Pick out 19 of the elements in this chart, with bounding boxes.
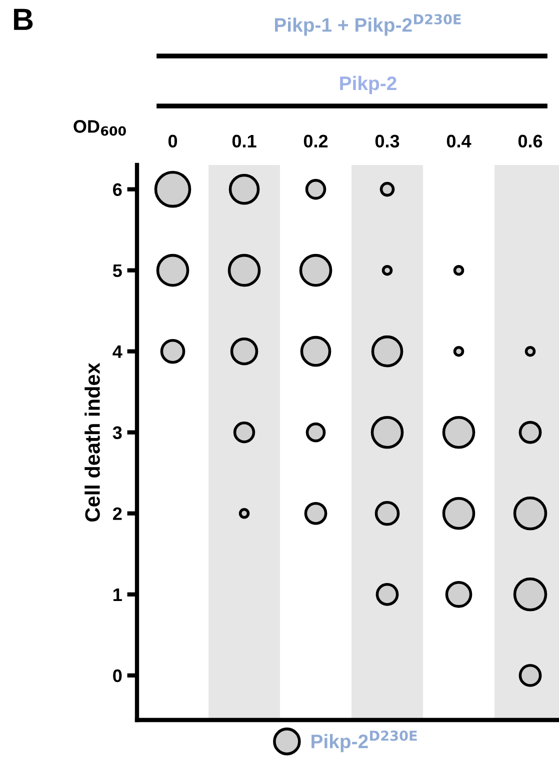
text: B (14, 8, 33, 30)
x-tick-label: 0 (168, 134, 178, 148)
y-tick-label: 1 (114, 588, 122, 601)
y-tick-label: 5 (112, 264, 122, 278)
x-tick-label: 0.3 (375, 134, 400, 148)
chart-subtitle: Pikp-2 (340, 76, 396, 94)
x-axis-title: OD$_{600}$ (74, 120, 126, 136)
x-tick-label: 0.4 (446, 134, 472, 148)
legend-label: Pikp-2$^{D230E}$ (312, 730, 417, 752)
x-tick-label: 0.1 (232, 134, 256, 148)
x-tick-label: 0.2 (304, 134, 328, 148)
y-tick-label: 6 (113, 183, 122, 196)
y-tick-label: 0 (113, 669, 122, 682)
x-tick-label: 0.6 (518, 134, 542, 148)
y-axis-title: Cell death index (84, 362, 100, 522)
y-tick-label: 2 (113, 507, 122, 520)
y-tick-label: 3 (112, 426, 122, 440)
y-tick-label: 4 (112, 345, 122, 358)
chart-title: Pikp-1 + Pikp-2$^{D230E}$ (274, 14, 461, 36)
